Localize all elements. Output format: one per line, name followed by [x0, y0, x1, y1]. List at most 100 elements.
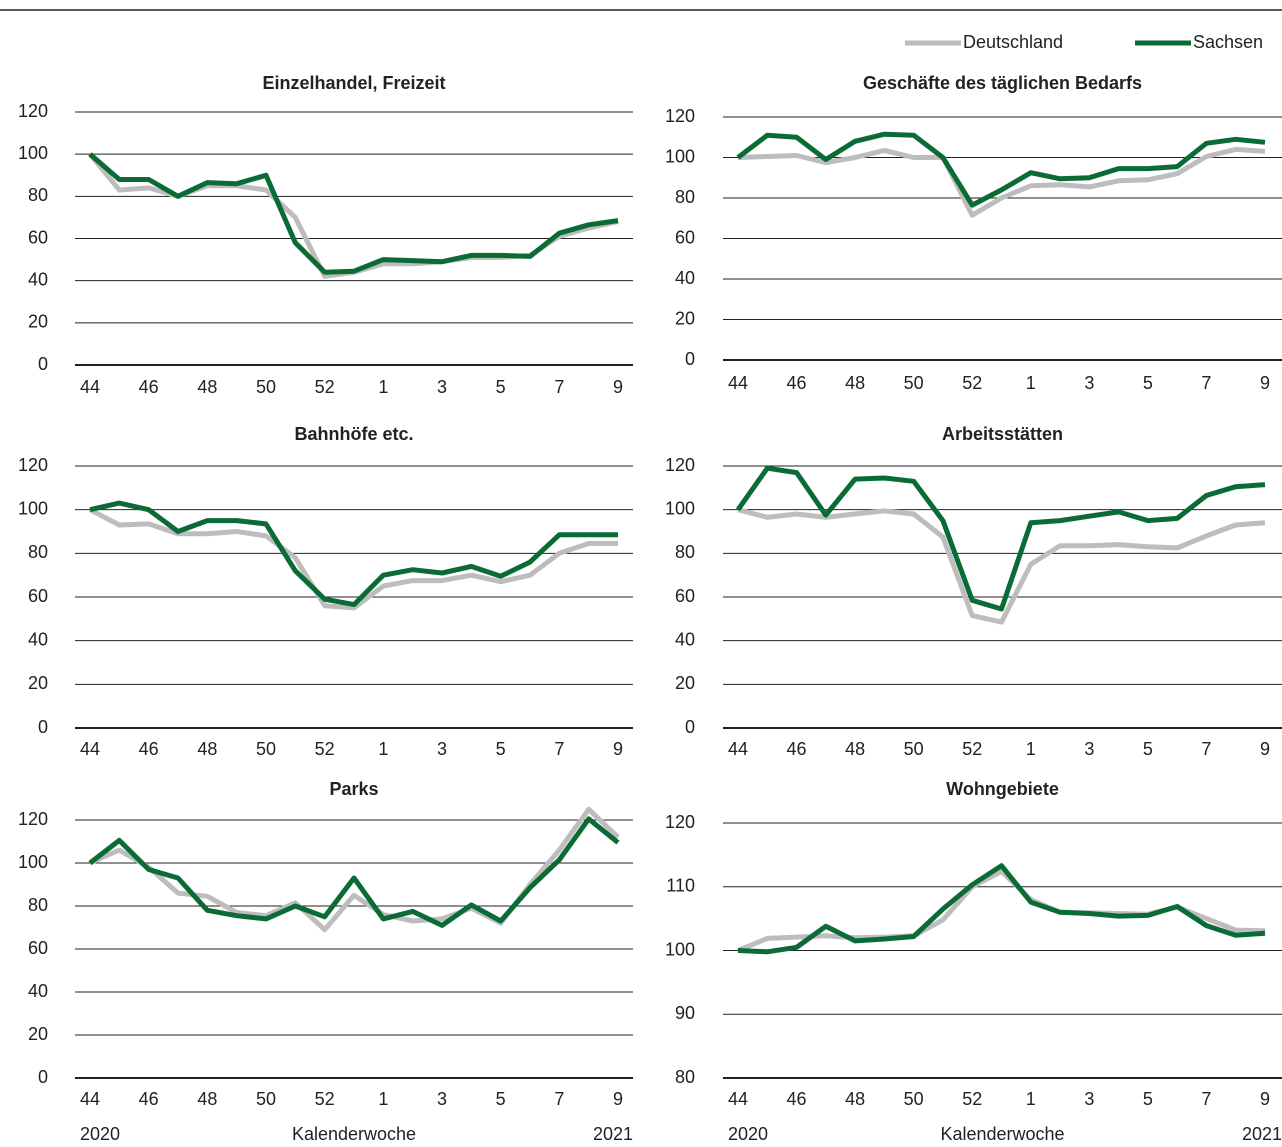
- x-tick-label: 48: [197, 377, 217, 397]
- x-tick-label: 46: [139, 377, 159, 397]
- chart-title: Einzelhandel, Freizeit: [262, 73, 445, 93]
- series-line: [88, 806, 620, 933]
- legend-label: Sachsen: [1193, 32, 1263, 52]
- x-tick-label: 44: [728, 739, 748, 759]
- y-tick-label: 80: [28, 185, 48, 205]
- x-tick-label: 48: [845, 1089, 865, 1109]
- x-tick-label: 46: [139, 739, 159, 759]
- y-tick-label: 40: [28, 269, 48, 289]
- x-tick-label: 7: [1201, 373, 1211, 393]
- year-start-label: 2020: [728, 1124, 768, 1144]
- y-tick-label: 120: [665, 455, 695, 475]
- x-tick-label: 1: [1026, 373, 1036, 393]
- series-line: [735, 465, 1266, 612]
- x-tick-label: 46: [139, 1089, 159, 1109]
- x-tick-label: 48: [197, 1089, 217, 1109]
- x-tick-label: 5: [496, 1089, 506, 1109]
- y-tick-label: 80: [675, 1067, 695, 1087]
- x-tick-label: 5: [1143, 373, 1153, 393]
- x-tick-label: 7: [554, 1089, 564, 1109]
- x-tick-label: 9: [613, 739, 623, 759]
- x-tick-label: 44: [80, 739, 100, 759]
- chart-title: Wohngebiete: [946, 779, 1059, 799]
- y-tick-label: 120: [18, 101, 48, 121]
- y-tick-label: 60: [675, 227, 695, 247]
- y-tick-label: 100: [665, 498, 695, 518]
- x-tick-label: 3: [437, 377, 447, 397]
- series-line: [736, 131, 1266, 208]
- x-tick-label: 7: [1201, 739, 1211, 759]
- year-start-label: 2020: [80, 1124, 120, 1144]
- series-line: [88, 152, 619, 275]
- y-tick-label: 80: [675, 187, 695, 207]
- y-tick-label: 20: [28, 1024, 48, 1044]
- year-end-label: 2021: [1242, 1124, 1282, 1144]
- y-tick-label: 100: [665, 939, 695, 959]
- x-tick-label: 1: [378, 739, 388, 759]
- chart-title: Geschäfte des täglichen Bedarfs: [863, 73, 1142, 93]
- x-tick-label: 5: [496, 739, 506, 759]
- y-tick-label: 120: [18, 809, 48, 829]
- y-tick-label: 60: [28, 938, 48, 958]
- y-tick-label: 100: [18, 498, 48, 518]
- y-tick-label: 120: [665, 106, 695, 126]
- x-tick-label: 5: [496, 377, 506, 397]
- y-tick-label: 20: [675, 308, 695, 328]
- x-tick-label: 52: [315, 1089, 335, 1109]
- x-tick-label: 5: [1143, 1089, 1153, 1109]
- series-line: [89, 500, 618, 608]
- x-tick-label: 46: [787, 1089, 807, 1109]
- x-tick-label: 52: [315, 739, 335, 759]
- series-line: [737, 863, 1266, 955]
- x-tick-label: 7: [554, 377, 564, 397]
- y-tick-label: 80: [675, 542, 695, 562]
- x-tick-label: 1: [1026, 1089, 1036, 1109]
- x-tick-label: 7: [554, 739, 564, 759]
- y-tick-label: 100: [665, 146, 695, 166]
- x-tick-label: 52: [962, 739, 982, 759]
- y-tick-label: 20: [675, 673, 695, 693]
- x-axis-label: Kalenderwoche: [292, 1124, 416, 1144]
- legend-label: Deutschland: [963, 32, 1063, 52]
- x-tick-label: 5: [1143, 739, 1153, 759]
- y-tick-label: 100: [18, 852, 48, 872]
- y-tick-label: 60: [28, 227, 48, 247]
- x-tick-label: 50: [256, 1089, 276, 1109]
- x-tick-label: 3: [437, 739, 447, 759]
- y-tick-label: 40: [28, 629, 48, 649]
- x-tick-label: 1: [378, 1089, 388, 1109]
- x-tick-label: 48: [197, 739, 217, 759]
- x-tick-label: 3: [1084, 1089, 1094, 1109]
- series-line: [737, 146, 1266, 218]
- x-tick-label: 1: [378, 377, 388, 397]
- chart-title: Parks: [329, 779, 378, 799]
- y-tick-label: 90: [675, 1003, 695, 1023]
- y-tick-label: 0: [685, 349, 695, 369]
- y-tick-label: 40: [675, 268, 695, 288]
- x-tick-label: 9: [1260, 373, 1270, 393]
- x-tick-label: 50: [904, 739, 924, 759]
- y-tick-label: 0: [38, 354, 48, 374]
- y-tick-label: 100: [18, 143, 48, 163]
- x-axis-label: Kalenderwoche: [940, 1124, 1064, 1144]
- year-end-label: 2021: [593, 1124, 633, 1144]
- x-tick-label: 44: [80, 377, 100, 397]
- x-tick-label: 52: [962, 1089, 982, 1109]
- y-tick-label: 60: [675, 586, 695, 606]
- x-tick-label: 48: [845, 373, 865, 393]
- y-tick-label: 0: [38, 1067, 48, 1087]
- series-line: [88, 152, 619, 279]
- x-tick-label: 44: [728, 373, 748, 393]
- x-tick-label: 50: [904, 373, 924, 393]
- y-tick-label: 120: [18, 455, 48, 475]
- x-tick-label: 9: [1260, 739, 1270, 759]
- x-tick-label: 9: [613, 1089, 623, 1109]
- x-tick-label: 50: [256, 377, 276, 397]
- chart-title: Arbeitsstätten: [942, 424, 1063, 444]
- chart-title: Bahnhöfe etc.: [294, 424, 413, 444]
- x-tick-label: 52: [962, 373, 982, 393]
- x-tick-label: 7: [1201, 1089, 1211, 1109]
- y-tick-label: 0: [38, 717, 48, 737]
- x-tick-label: 3: [1084, 739, 1094, 759]
- y-tick-label: 40: [28, 981, 48, 1001]
